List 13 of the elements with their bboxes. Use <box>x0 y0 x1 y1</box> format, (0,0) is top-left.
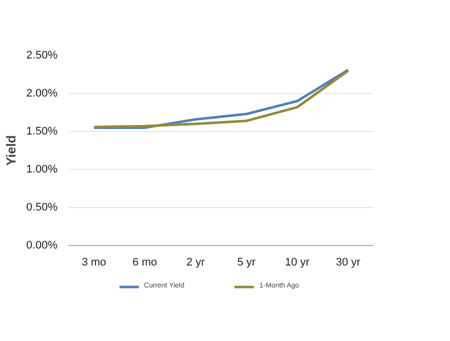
y-axis-title: Yield <box>3 135 18 166</box>
x-tick-label: 5 yr <box>237 256 256 268</box>
y-tick-label: 0.00% <box>26 240 58 252</box>
y-tick-label: 1.00% <box>26 164 58 176</box>
x-tick-label: 3 mo <box>82 256 106 268</box>
x-tick-label: 6 mo <box>132 256 157 268</box>
x-tick-label: 2 yr <box>186 256 206 268</box>
x-tick-label: 30 yr <box>336 256 361 268</box>
y-tick-label: 2.50% <box>26 50 58 62</box>
y-tick-label: 2.00% <box>26 88 58 100</box>
y-tick-label: 1.50% <box>26 126 58 138</box>
y-tick-label: 0.50% <box>26 202 58 214</box>
x-tick-label: 10 yr <box>285 256 310 268</box>
